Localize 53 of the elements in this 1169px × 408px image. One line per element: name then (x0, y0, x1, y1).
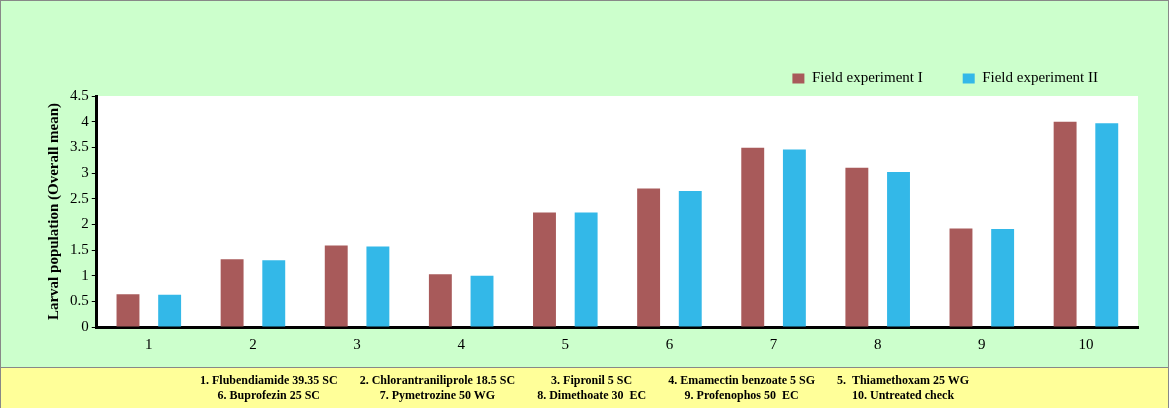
text: 3. Fipronil 5 SC (550, 373, 634, 388)
text: 2. Chlorantraniliprole 18.5 SC (359, 373, 516, 388)
text: 8. Dimethoate 30 EC (537, 388, 647, 403)
bar (428, 274, 452, 327)
bar (845, 167, 869, 327)
bar (366, 246, 390, 327)
bar (470, 275, 494, 327)
bar (1095, 123, 1119, 327)
x-tick-label: 2 (249, 335, 257, 352)
bar (949, 228, 973, 327)
x-tick-label: 9 (978, 335, 986, 352)
y-tick-label: 4 (81, 112, 90, 129)
y-tick-label: 1.5 (70, 240, 89, 257)
text: 9. Profenophos 50 EC (683, 388, 800, 403)
bar (741, 147, 765, 327)
y-tick-label: 2 (81, 215, 89, 232)
bar (220, 259, 244, 327)
y-tick-label: 0.5 (70, 292, 89, 309)
text: 5. Thiamethoxam 25 WG (837, 373, 970, 388)
text: 4. Emamectin benzoate 5 SG (668, 373, 816, 388)
bar (533, 212, 556, 327)
bar (1053, 121, 1077, 327)
x-tick-label: 6 (665, 335, 674, 352)
y-tick-label: 4.5 (70, 86, 89, 103)
text: 7. Pymetrozine 50 WG (378, 388, 497, 403)
y-tick-label: 2.5 (70, 189, 89, 206)
x-tick-label: 7 (769, 335, 778, 352)
text: 6. Buprofezin 25 SC (216, 388, 322, 403)
x-tick-label: 1 (145, 335, 153, 352)
x-tick-label: 10 (1078, 335, 1094, 352)
bar (887, 171, 910, 327)
y-tick-label: 1 (81, 266, 89, 283)
bar (158, 294, 182, 327)
bar (991, 228, 1015, 327)
bar (637, 188, 661, 327)
bar (262, 260, 286, 327)
x-tick-label: 8 (873, 335, 882, 352)
text: 1. Flubendiamide 39.35 SC (199, 373, 338, 388)
legend-label: Field experiment II (982, 69, 1098, 86)
y-tick-label: 0 (81, 317, 89, 334)
y-axis-title: Larval population (Overall mean) (44, 102, 62, 321)
x-tick-label: 4 (457, 335, 466, 352)
bar (678, 190, 702, 327)
y-tick-label: 3.5 (70, 138, 89, 155)
bar (574, 212, 598, 327)
bar (324, 245, 348, 327)
bar (782, 149, 806, 327)
x-tick-label: 5 (561, 335, 570, 352)
legend-label: Field experiment I (811, 69, 923, 86)
text: 10. Untreated check (851, 388, 956, 403)
y-tick-label: 3 (81, 163, 89, 180)
x-tick-label: 3 (353, 335, 361, 352)
bar (116, 294, 140, 327)
